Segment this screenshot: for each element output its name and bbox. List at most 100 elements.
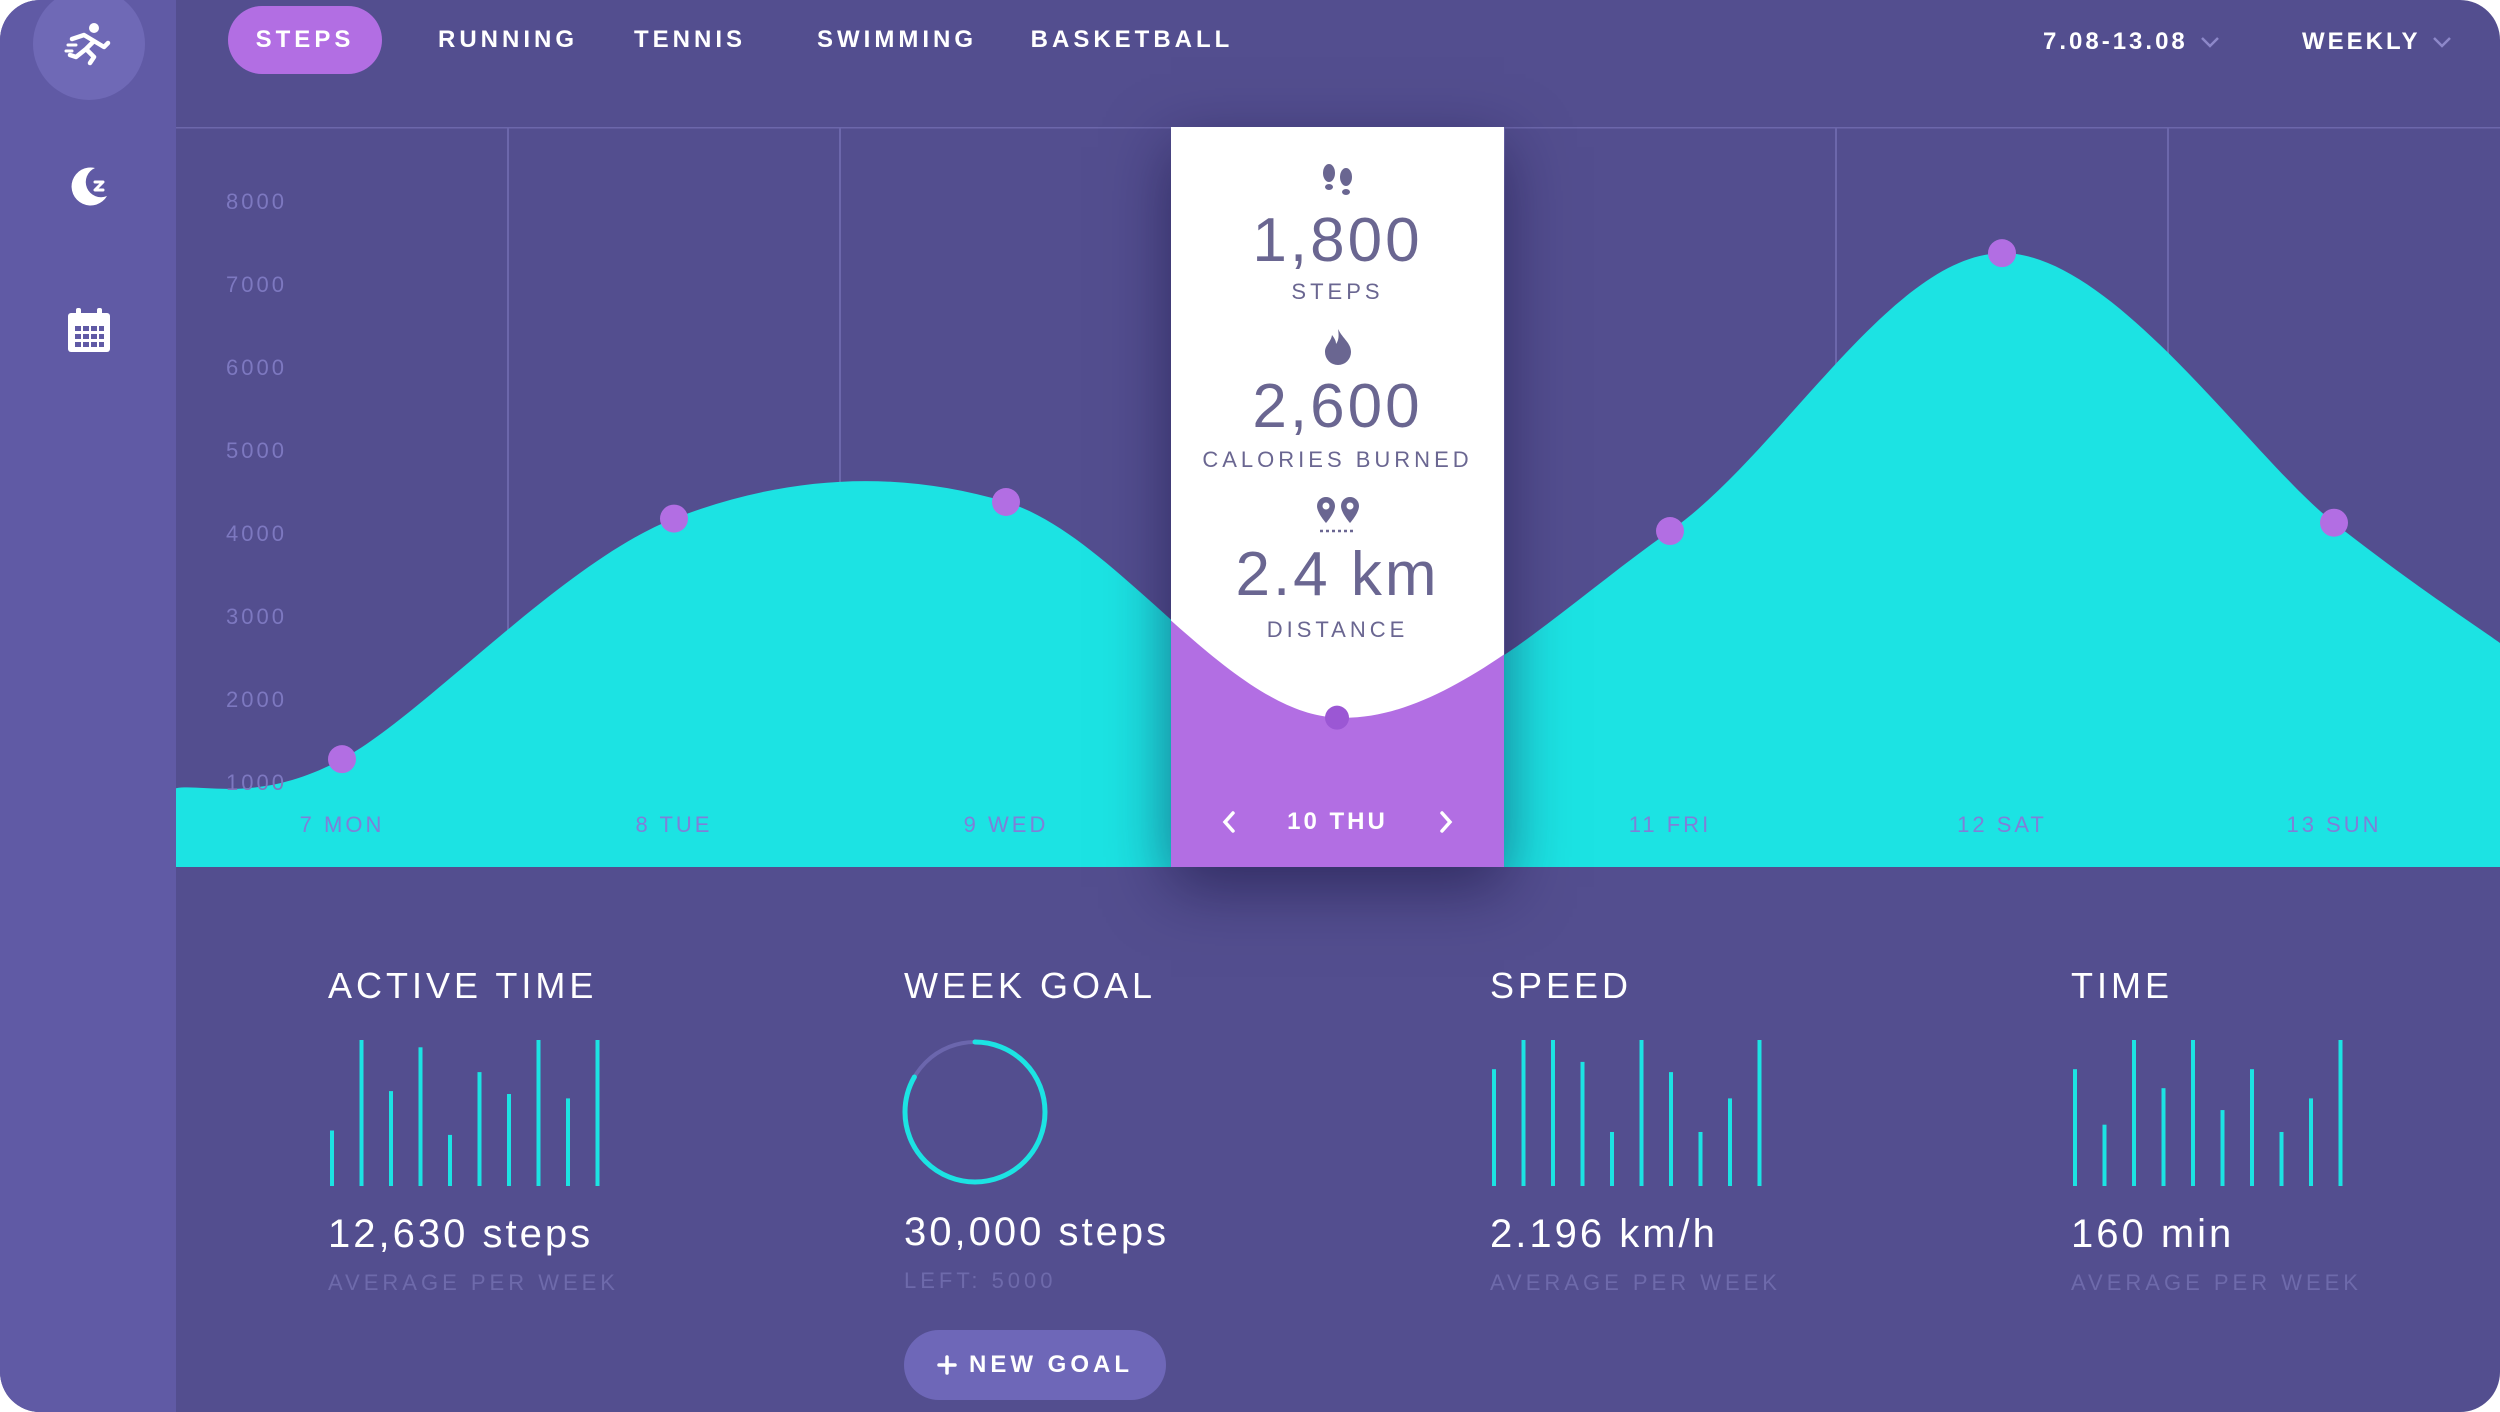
speed-value: 2.196 km/h <box>1490 1212 1718 1256</box>
tab-basketball[interactable]: BASKETBALL <box>1030 26 1234 53</box>
active-time-title: ACTIVE TIME <box>328 965 598 1006</box>
date-range-value: 7.08-13.08 <box>2043 28 2188 55</box>
tab-tennis[interactable]: TENNIS <box>633 26 746 53</box>
day-label[interactable]: 8 TUE <box>635 812 713 837</box>
chevron-down-icon <box>2200 37 2219 48</box>
active-time-bars <box>330 1040 600 1186</box>
distance-label: DISTANCE <box>1266 617 1409 642</box>
day-label[interactable]: 11 FRI <box>1628 812 1712 837</box>
mini-bar <box>2338 1040 2343 1186</box>
week-goal-progress <box>902 1039 1048 1185</box>
week-goal-sub: LEFT: 5000 <box>904 1268 1057 1293</box>
time-value: 160 min <box>2071 1212 2235 1256</box>
sidebar-item-activity[interactable] <box>33 0 145 100</box>
chart-point-selected[interactable] <box>1325 705 1349 730</box>
y-tick-label: 3000 <box>226 604 287 630</box>
mini-bar <box>536 1040 541 1186</box>
steps-label: STEPS <box>1291 279 1384 304</box>
activity-icon <box>64 23 111 66</box>
date-range-dropdown[interactable]: 7.08-13.08 <box>2043 22 2220 62</box>
week-goal-title: WEEK GOAL <box>904 965 1157 1006</box>
mini-bar <box>359 1040 364 1186</box>
chart-point[interactable] <box>992 488 1020 516</box>
time-sub: AVERAGE PER WEEK <box>2071 1270 2362 1295</box>
calendar-icon <box>68 308 110 352</box>
chart-point[interactable] <box>1988 239 2016 268</box>
day-label[interactable]: 7 MON <box>299 812 385 837</box>
y-tick-label: 4000 <box>226 521 287 547</box>
tab-steps[interactable]: STEPS <box>228 6 382 74</box>
mini-bar <box>1757 1040 1762 1186</box>
sidebar-item-sleep[interactable] <box>33 130 145 242</box>
mini-bar <box>448 1134 452 1186</box>
day-label[interactable]: 9 WED <box>963 812 1049 837</box>
period-dropdown[interactable]: WEEKLY <box>2302 22 2452 62</box>
selected-day-area <box>1171 620 1504 867</box>
sleep-icon <box>71 167 107 206</box>
mini-bar <box>2220 1110 2225 1186</box>
y-tick-label: 1000 <box>226 770 287 796</box>
chart-point[interactable] <box>328 745 356 774</box>
mini-bar <box>595 1040 600 1186</box>
speed-bars <box>1492 1040 1762 1186</box>
mini-bar <box>2132 1040 2136 1186</box>
active-time-value: 12,630 steps <box>328 1212 594 1256</box>
mini-bar <box>1521 1040 1526 1186</box>
mini-bar <box>507 1094 511 1186</box>
calories-label: CALORIES BURNED <box>1202 447 1473 472</box>
mini-bar <box>1728 1098 1732 1186</box>
mini-bar <box>389 1091 393 1186</box>
flame-icon <box>1324 329 1351 365</box>
tab-swimming[interactable]: SWIMMING <box>817 26 977 53</box>
mini-bar <box>1551 1040 1555 1186</box>
chart-point[interactable] <box>1656 517 1684 546</box>
speed-sub: AVERAGE PER WEEK <box>1490 1270 1781 1295</box>
chevron-right-icon[interactable] <box>1438 810 1454 834</box>
day-label[interactable]: 13 SUN <box>2286 812 2382 837</box>
chevron-down-icon <box>2433 37 2452 48</box>
y-tick-label: 8000 <box>226 189 287 215</box>
mini-bar <box>566 1098 570 1186</box>
selected-day-label: 10 THU <box>1287 808 1388 835</box>
y-tick-label: 6000 <box>226 355 287 381</box>
plus-icon <box>937 1355 957 1375</box>
time-title: TIME <box>2071 965 2173 1006</box>
mini-bar <box>1610 1131 1614 1186</box>
calories-value: 2,600 <box>1252 372 1423 441</box>
selected-day-card: 1,800 STEPS 2,600 CALORIES BURNED 2.4 km… <box>1171 127 1504 867</box>
mini-bar <box>2073 1069 2077 1186</box>
steps-area <box>176 253 2500 867</box>
chevron-left-icon[interactable] <box>1221 810 1237 834</box>
mini-bar <box>2250 1069 2254 1186</box>
chart-point[interactable] <box>660 504 688 533</box>
mini-bar <box>330 1130 334 1186</box>
mini-bar <box>2191 1040 2195 1186</box>
day-label[interactable]: 12 SAT <box>1957 812 2047 837</box>
sidebar-item-calendar[interactable] <box>33 274 145 386</box>
y-tick-label: 5000 <box>226 438 287 464</box>
chart-point[interactable] <box>2320 508 2348 537</box>
week-goal-ring <box>902 1039 1048 1185</box>
mini-bar <box>2309 1098 2313 1186</box>
mini-bar <box>2161 1088 2166 1186</box>
active-time-sub: AVERAGE PER WEEK <box>328 1270 619 1295</box>
week-goal-value: 30,000 steps <box>904 1210 1170 1254</box>
steps-value: 1,800 <box>1252 206 1423 275</box>
time-bars <box>2073 1040 2343 1186</box>
new-goal-button[interactable]: NEW GOAL <box>904 1330 1166 1400</box>
mini-bar <box>1580 1061 1585 1186</box>
mini-bar <box>1669 1072 1673 1186</box>
footprints-icon <box>1322 164 1352 195</box>
period-value: WEEKLY <box>2302 28 2421 55</box>
sidebar <box>0 0 176 1412</box>
tab-running[interactable]: RUNNING <box>438 26 578 53</box>
mini-bar <box>1698 1131 1703 1186</box>
new-goal-label: NEW GOAL <box>969 1351 1133 1378</box>
y-tick-label: 7000 <box>226 272 287 298</box>
mini-bar <box>418 1047 423 1186</box>
distance-icon <box>1316 497 1359 533</box>
y-tick-label: 2000 <box>226 687 287 713</box>
speed-title: SPEED <box>1490 965 1633 1006</box>
mini-bar <box>1492 1069 1496 1186</box>
